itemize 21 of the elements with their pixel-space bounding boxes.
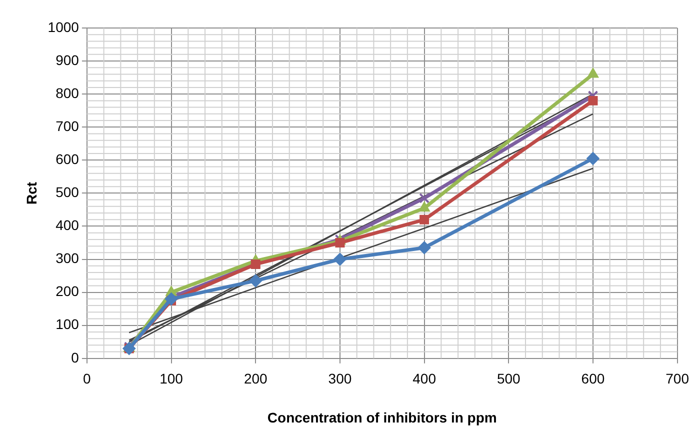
y-axis-title: Rct	[23, 182, 40, 204]
x-tick-label: 500	[496, 370, 521, 387]
y-tick-label: 200	[56, 283, 80, 300]
x-tick-label: 600	[581, 370, 605, 387]
x-tick-label: 300	[328, 370, 352, 387]
y-tick-label: 700	[56, 118, 80, 134]
x-tick-label: 700	[666, 370, 690, 387]
y-tick-label: 0	[71, 349, 80, 366]
y-tick-label: 300	[56, 250, 80, 266]
x-tick-label: 200	[244, 370, 268, 387]
x-tick-label: 100	[160, 370, 184, 387]
y-tick-label: 100	[56, 316, 80, 332]
x-axis-title: Concentration of inhibitors in ppm	[267, 409, 497, 426]
y-tick-label: 500	[56, 184, 80, 200]
x-tick-label: 400	[412, 370, 436, 387]
x-tick-label: 0	[83, 370, 92, 387]
y-tick-label: 900	[56, 52, 80, 68]
y-tick-label: 600	[56, 151, 80, 168]
y-tick-label: 800	[56, 84, 80, 101]
y-tick-label: 400	[56, 217, 80, 234]
y-tick-label: 1000	[48, 18, 80, 35]
